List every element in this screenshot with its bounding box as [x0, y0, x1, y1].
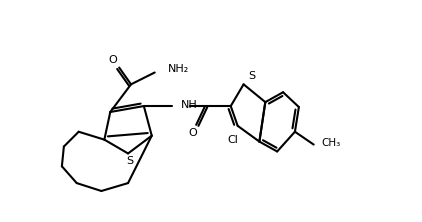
Text: O: O — [189, 128, 197, 138]
Text: NH₂: NH₂ — [168, 63, 189, 73]
Text: CH₃: CH₃ — [322, 138, 341, 148]
Text: S: S — [127, 156, 134, 166]
Text: NH: NH — [180, 100, 197, 110]
Text: Cl: Cl — [227, 135, 238, 145]
Text: S: S — [248, 71, 255, 81]
Text: O: O — [109, 55, 118, 65]
